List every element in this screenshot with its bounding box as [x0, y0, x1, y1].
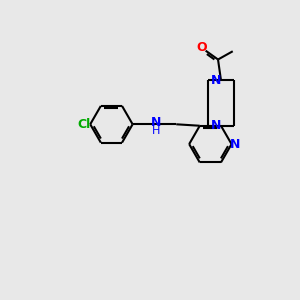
Text: N: N: [150, 116, 161, 129]
Text: H: H: [152, 126, 160, 136]
Text: Cl: Cl: [77, 118, 90, 131]
Text: N: N: [211, 119, 221, 132]
Text: N: N: [211, 74, 221, 87]
Text: N: N: [230, 138, 240, 151]
Text: O: O: [196, 41, 207, 54]
